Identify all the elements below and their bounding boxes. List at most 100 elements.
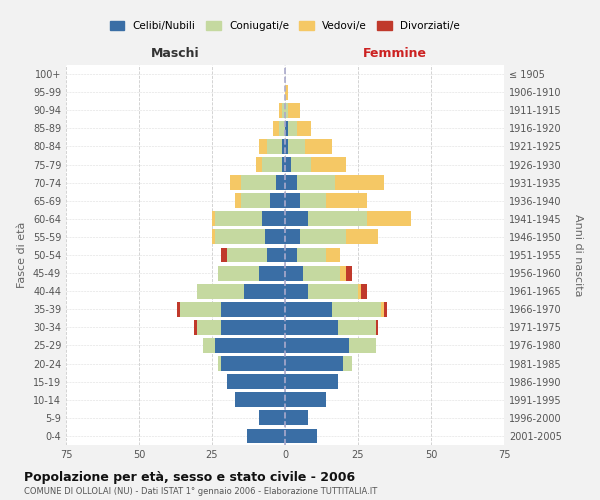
Bar (227, 374, 285, 389)
Bar (288, 121, 296, 136)
Text: Femmine: Femmine (362, 46, 427, 60)
Bar (285, 84, 288, 100)
Bar (343, 356, 352, 371)
Bar (346, 230, 379, 244)
Bar (299, 194, 326, 208)
Bar (291, 157, 311, 172)
Bar (285, 248, 296, 262)
Y-axis label: Fasce di età: Fasce di età (17, 222, 27, 288)
Bar (282, 103, 285, 118)
Bar (296, 121, 311, 136)
Bar (285, 338, 349, 353)
Bar (299, 230, 346, 244)
Bar (256, 157, 262, 172)
Bar (244, 284, 285, 298)
Bar (197, 320, 221, 335)
Bar (218, 266, 259, 280)
Bar (311, 157, 346, 172)
Bar (361, 284, 367, 298)
Bar (288, 139, 305, 154)
Bar (384, 302, 387, 316)
Bar (335, 175, 384, 190)
Bar (265, 230, 285, 244)
Bar (247, 428, 285, 444)
Bar (215, 212, 262, 226)
Bar (285, 266, 302, 280)
Bar (288, 103, 299, 118)
Bar (279, 121, 285, 136)
Bar (259, 139, 268, 154)
Bar (340, 266, 346, 280)
Bar (285, 428, 317, 444)
Bar (180, 302, 221, 316)
Bar (221, 302, 285, 316)
Bar (308, 212, 367, 226)
Bar (262, 212, 285, 226)
Bar (346, 266, 352, 280)
Bar (338, 320, 376, 335)
Bar (367, 212, 410, 226)
Bar (285, 410, 308, 426)
Bar (221, 248, 227, 262)
Bar (349, 338, 376, 353)
Bar (230, 175, 241, 190)
Bar (227, 248, 268, 262)
Text: COMUNE DI OLLOLAI (NU) - Dati ISTAT 1° gennaio 2006 - Elaborazione TUTTITALIA.IT: COMUNE DI OLLOLAI (NU) - Dati ISTAT 1° g… (24, 488, 377, 496)
Bar (279, 103, 282, 118)
Bar (235, 194, 241, 208)
Bar (305, 139, 332, 154)
Bar (241, 194, 271, 208)
Text: Maschi: Maschi (151, 46, 200, 60)
Text: Popolazione per età, sesso e stato civile - 2006: Popolazione per età, sesso e stato civil… (24, 472, 355, 484)
Bar (259, 410, 285, 426)
Bar (276, 175, 285, 190)
Bar (271, 194, 285, 208)
Bar (221, 320, 285, 335)
Bar (285, 121, 288, 136)
Bar (268, 248, 285, 262)
Bar (285, 302, 332, 316)
Bar (212, 212, 215, 226)
Bar (285, 194, 299, 208)
Bar (285, 392, 326, 407)
Bar (221, 356, 285, 371)
Bar (358, 284, 361, 298)
Bar (285, 157, 291, 172)
Bar (197, 284, 244, 298)
Bar (194, 320, 197, 335)
Bar (218, 356, 221, 371)
Bar (177, 302, 180, 316)
Bar (285, 320, 338, 335)
Bar (326, 194, 367, 208)
Bar (285, 374, 338, 389)
Bar (282, 157, 285, 172)
Bar (285, 284, 308, 298)
Bar (296, 248, 326, 262)
Bar (282, 139, 285, 154)
Bar (285, 212, 308, 226)
Bar (235, 392, 285, 407)
Bar (332, 302, 382, 316)
Bar (259, 266, 285, 280)
Bar (285, 139, 288, 154)
Bar (241, 175, 276, 190)
Bar (308, 284, 358, 298)
Bar (262, 157, 282, 172)
Legend: Celibi/Nubili, Coniugati/e, Vedovi/e, Divorziati/e: Celibi/Nubili, Coniugati/e, Vedovi/e, Di… (106, 17, 464, 36)
Bar (285, 175, 296, 190)
Bar (215, 230, 265, 244)
Y-axis label: Anni di nascita: Anni di nascita (573, 214, 583, 296)
Bar (215, 338, 285, 353)
Bar (274, 121, 279, 136)
Bar (203, 338, 215, 353)
Bar (382, 302, 384, 316)
Bar (285, 230, 299, 244)
Bar (302, 266, 340, 280)
Bar (285, 103, 288, 118)
Bar (212, 230, 215, 244)
Bar (268, 139, 282, 154)
Bar (326, 248, 340, 262)
Bar (376, 320, 379, 335)
Bar (296, 175, 335, 190)
Bar (285, 356, 343, 371)
